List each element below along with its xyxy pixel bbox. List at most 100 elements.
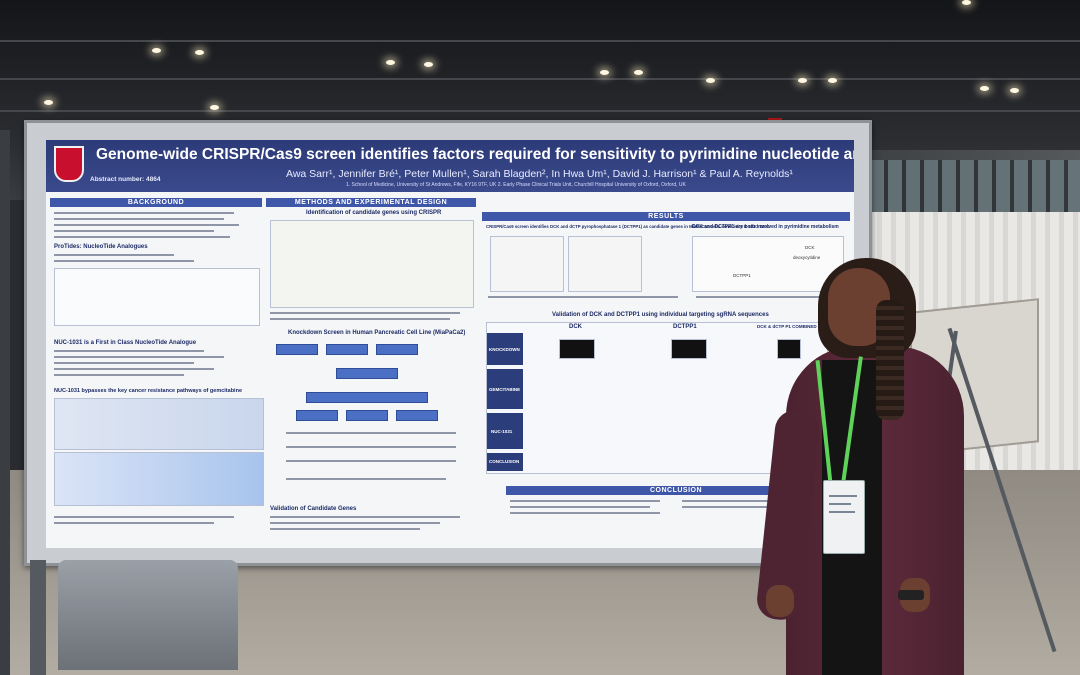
results-column: RESULTS CRISPR/Cas9 screen identifies DC… (482, 198, 850, 542)
badge-text (829, 495, 857, 497)
crispr-cas9-diagram (270, 220, 474, 308)
rank-plot-figure (568, 236, 642, 292)
table-row-knockdown: KNOCKDOWN (487, 333, 523, 365)
flow-step (336, 368, 398, 379)
subheading-crispr-screen: CRISPR/Cas9 screen identifies DCK and dC… (486, 224, 770, 229)
board-leg (30, 560, 46, 675)
ceiling-lamp (152, 48, 161, 53)
table-col-combined: DCK & dCTP P1 COMBINED (757, 324, 817, 329)
ceiling-lamp (600, 70, 609, 75)
abstract-number: Abstract number: 4864 (90, 176, 161, 183)
ceiling-truss (0, 110, 1080, 112)
western-blot (559, 339, 595, 359)
table-row-conclusion: CONCLUSION (487, 453, 523, 471)
nuc1031-pathway-figure (54, 452, 264, 506)
ceiling-lamp (706, 78, 715, 83)
ceiling-lamp (634, 70, 643, 75)
ceiling-lamp (386, 60, 395, 65)
pathway-diagram: DCK DCTPP1 deoxycytidine (692, 236, 844, 292)
text-line (54, 230, 214, 232)
chemical-structures-figure (54, 268, 260, 326)
pathway-label-dck: DCK (805, 245, 815, 250)
ceiling-lamp (798, 78, 807, 83)
western-blot (777, 339, 801, 359)
text-line (54, 254, 174, 256)
flow-step (276, 344, 318, 355)
text-line (270, 516, 460, 518)
text-line (270, 522, 440, 524)
text-line (270, 312, 460, 314)
flow-step (346, 410, 388, 421)
ceiling-lamp (195, 50, 204, 55)
text-line (286, 432, 456, 434)
ceiling-lamp (424, 62, 433, 67)
ceiling-truss (0, 78, 1080, 80)
text-line (54, 236, 230, 238)
poster-header: Genome-wide CRISPR/Cas9 screen identifie… (46, 140, 854, 192)
subheading-identification: Identification of candidate genes using … (306, 210, 442, 216)
text-line (54, 212, 234, 214)
hall-windows (870, 160, 1080, 220)
presenter-braid (876, 300, 904, 420)
subheading-bypasses: NUC-1031 bypasses the key cancer resista… (54, 388, 243, 394)
subheading-validation-candidates: Validation of Candidate Genes (270, 506, 357, 512)
text-line (682, 500, 822, 502)
poster-authors: Awa Sarr¹, Jennifer Bré¹, Peter Mullen¹,… (286, 168, 793, 180)
poster-affiliations: 1. School of Medicine, University of St … (346, 182, 686, 188)
presenter-hand (766, 585, 794, 617)
text-line (54, 356, 224, 358)
ceiling-lamp (828, 78, 837, 83)
board-leg (0, 130, 10, 675)
university-crest (54, 146, 84, 182)
flow-step (306, 392, 428, 403)
flow-step (376, 344, 418, 355)
ceiling-lamp (44, 100, 53, 105)
text-line (510, 506, 650, 508)
section-methods: METHODS AND EXPERIMENTAL DESIGN (266, 198, 476, 207)
ceiling-lamp (962, 0, 971, 5)
text-line (54, 362, 194, 364)
text-line (488, 296, 678, 298)
pathway-label-dctpp1: DCTPP1 (733, 273, 751, 278)
methods-column: METHODS AND EXPERIMENTAL DESIGN Identifi… (266, 198, 476, 542)
text-line (270, 528, 420, 530)
text-line (286, 478, 446, 480)
text-line (54, 350, 204, 352)
text-line (54, 218, 224, 220)
text-line (54, 374, 184, 376)
table-row-nuc1031: NUC-1031 (487, 413, 523, 449)
ceiling-lamp (1010, 88, 1019, 93)
ceiling-lamp (210, 105, 219, 110)
ceiling-truss (0, 40, 1080, 42)
table-row-gemcitabine: GEMCITABINE (487, 369, 523, 409)
flow-step (326, 344, 368, 355)
badge-text (829, 511, 855, 513)
flow-step (296, 410, 338, 421)
ceiling-lamp (980, 86, 989, 91)
subheading-knockdown-screen: Knockdown Screen in Human Pancreatic Cel… (288, 330, 466, 336)
section-background: BACKGROUND (50, 198, 262, 207)
text-line (54, 260, 194, 262)
text-line (54, 224, 239, 226)
name-badge (823, 480, 865, 554)
text-line (510, 500, 660, 502)
folding-chair (58, 560, 238, 670)
subheading-involved: DCK and DCTPP1 are both involved in pyri… (692, 224, 839, 230)
text-line (54, 516, 234, 518)
flow-step (396, 410, 438, 421)
subheading-protides: ProTides: NucleoTide Analogues (54, 244, 148, 250)
research-poster: Genome-wide CRISPR/Cas9 screen identifie… (46, 140, 854, 548)
text-line (286, 460, 456, 462)
pathway-label-deoxycytidine: deoxycytidine (793, 255, 821, 260)
text-line (286, 446, 456, 448)
section-results: RESULTS (482, 212, 850, 221)
text-line (682, 506, 812, 508)
text-line (270, 318, 450, 320)
subheading-first-in-class: NUC-1031 is a First in Class NucleoTide … (54, 340, 197, 346)
section-conclusion: CONCLUSION (506, 486, 846, 495)
text-line (54, 368, 214, 370)
subheading-validation-sgrna: Validation of DCK and DCTPP1 using indiv… (552, 312, 769, 318)
text-line (696, 296, 836, 298)
badge-text (829, 503, 851, 505)
background-column: BACKGROUND ProTides: NucleoTide Analogue… (50, 198, 264, 542)
